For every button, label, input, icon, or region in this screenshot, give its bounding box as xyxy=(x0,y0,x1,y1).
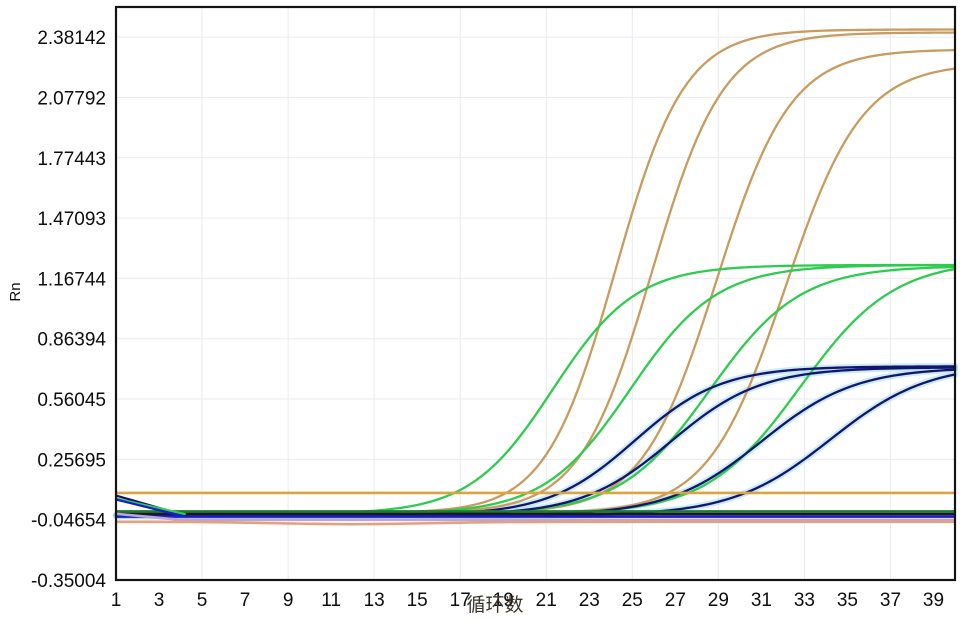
x-tick-label: 13 xyxy=(364,590,385,611)
x-tick-label: 35 xyxy=(837,590,858,611)
x-tick-label: 9 xyxy=(283,590,294,611)
x-axis-title: 循环数 xyxy=(466,594,523,616)
y-axis-title: Rn xyxy=(7,282,24,301)
x-tick-label: 11 xyxy=(321,590,341,611)
y-tick-label: 2.38142 xyxy=(37,28,106,49)
x-tick-label: 21 xyxy=(536,590,557,611)
left-edge-leader-1 xyxy=(114,497,186,516)
curve-green-4 xyxy=(114,267,957,516)
x-tick-label: 7 xyxy=(240,590,251,611)
curve-green-3 xyxy=(114,265,957,516)
y-axis-tick-labels: 2.38142 2.07792 1.77443 1.47093 1.16744 0.863… xyxy=(31,28,106,592)
y-tick-label: 2.07792 xyxy=(37,88,106,109)
x-tick-label: 25 xyxy=(622,590,643,611)
x-tick-label: 39 xyxy=(923,590,944,611)
x-tick-label: 23 xyxy=(579,590,600,611)
x-axis-tick-labels: 1 3 5 7 9 11 13 15 17 19 21 23 25 27 29 31 33 35 37 39 xyxy=(111,590,944,611)
x-tick-label: 5 xyxy=(197,590,208,611)
curves-layer xyxy=(112,28,959,520)
curve-green-1 xyxy=(114,263,957,516)
y-tick-label: 1.47093 xyxy=(37,209,106,230)
baseline-salmon xyxy=(115,520,955,526)
left-edge-leader-2 xyxy=(114,498,186,518)
x-tick-label: 3 xyxy=(154,590,165,611)
x-tick-label: 29 xyxy=(708,590,729,611)
curve-green-2 xyxy=(114,263,957,516)
x-tick-label: 27 xyxy=(665,590,686,611)
y-tick-label: 0.56045 xyxy=(37,390,106,411)
y-tick-label: 0.86394 xyxy=(37,330,106,351)
x-tick-label: 1 xyxy=(111,590,122,611)
x-tick-label: 31 xyxy=(751,590,772,611)
x-tick-label: 15 xyxy=(407,590,428,611)
y-tick-label: 1.77443 xyxy=(37,149,106,170)
curve-orange-4 xyxy=(114,67,957,517)
x-tick-label: 33 xyxy=(794,590,815,611)
y-tick-label: -0.35004 xyxy=(31,571,106,592)
x-tick-label: 17 xyxy=(450,590,471,611)
threshold-lines-layer xyxy=(114,491,955,526)
x-tick-label: 19 xyxy=(493,590,514,611)
y-tick-label: 1.16744 xyxy=(37,269,106,290)
plot-frame xyxy=(114,5,957,582)
baseline-lavender xyxy=(115,512,955,522)
y-tick-label: 0.25695 xyxy=(37,450,106,471)
x-tick-label: 37 xyxy=(880,590,901,611)
y-tick-label: -0.04654 xyxy=(31,511,106,532)
